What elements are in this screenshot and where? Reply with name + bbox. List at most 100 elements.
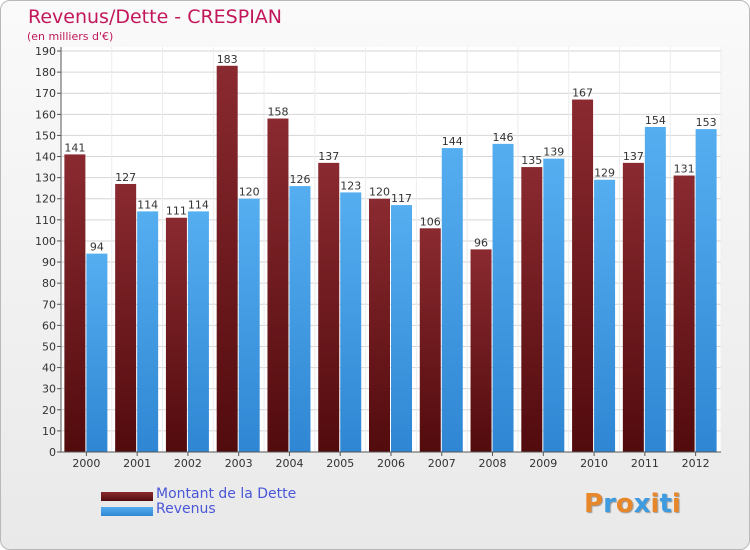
value-label-revenus: 129	[594, 167, 615, 180]
value-label-revenus: 153	[696, 116, 717, 129]
bar-debt-2003	[216, 65, 238, 452]
value-label-revenus: 120	[239, 186, 260, 199]
value-label-revenus: 114	[137, 198, 158, 211]
bar-revenus-2005	[340, 192, 362, 452]
y-tick-label: 190	[35, 45, 56, 58]
value-label-debt: 131	[674, 163, 695, 176]
x-tick-label: 2005	[326, 457, 354, 470]
bar-revenus-2009	[543, 158, 565, 452]
value-label-revenus: 139	[543, 146, 564, 159]
bar-revenus-2011	[644, 126, 666, 453]
x-tick-label: 2004	[275, 457, 303, 470]
logo-letter: P	[584, 489, 604, 519]
y-tick-label: 110	[35, 214, 56, 227]
bar-revenus-2008	[492, 143, 514, 452]
chart-subtitle: (en milliers d'€)	[27, 30, 114, 43]
y-tick-label: 170	[35, 87, 56, 100]
bar-revenus-2004	[289, 186, 311, 453]
x-tick-label: 2011	[631, 457, 659, 470]
y-tick-label: 60	[42, 319, 56, 332]
axis-layer: 0 10 20 30 40 50 60 70 80 90 100 110 120 130 140 150 160…	[35, 45, 721, 470]
y-tick-label: 150	[35, 129, 56, 142]
x-tick-label: 2010	[580, 457, 608, 470]
bar-revenus-2012	[695, 129, 717, 452]
bar-revenus-2010	[594, 179, 616, 452]
bar-revenus-2006	[391, 205, 412, 452]
bar-debt-2000	[64, 154, 86, 453]
value-label-debt: 127	[115, 171, 136, 184]
y-tick-label: 160	[35, 108, 56, 121]
value-label-debt: 158	[267, 106, 288, 119]
proxiti-logo: Proxiti	[584, 489, 681, 519]
value-label-debt: 135	[521, 154, 542, 167]
y-tick-label: 180	[35, 66, 56, 79]
legend-label-revenus: Revenus	[156, 501, 216, 517]
y-tick-label: 90	[42, 256, 56, 269]
y-tick-label: 120	[35, 193, 56, 206]
bar-revenus-2000	[86, 253, 108, 452]
value-label-revenus: 94	[90, 241, 104, 254]
x-tick-label: 2003	[225, 457, 253, 470]
x-tick-label: 2008	[479, 457, 507, 470]
x-tick-label: 2006	[377, 457, 405, 470]
legend-swatch-revenus	[101, 507, 153, 516]
bar-debt-2008	[470, 249, 492, 452]
bar-revenus-2002	[187, 211, 209, 452]
legend-swatch-debt	[101, 492, 153, 501]
bar-layer	[64, 65, 717, 453]
value-label-debt: 120	[369, 186, 390, 199]
bar-debt-2001	[115, 183, 137, 452]
logo-letter: i	[650, 489, 660, 519]
logo-letter: o	[615, 489, 634, 519]
y-tick-label: 130	[35, 172, 56, 185]
y-tick-label: 70	[42, 298, 56, 311]
value-label-revenus: 144	[442, 135, 463, 148]
logo-letter: i	[671, 489, 681, 519]
y-tick-label: 0	[49, 446, 56, 459]
x-tick-label: 2001	[123, 457, 151, 470]
logo-letter: r	[603, 489, 616, 519]
y-tick-label: 140	[35, 151, 56, 164]
y-tick-label: 10	[42, 425, 56, 438]
legend-label-debt: Montant de la Dette	[156, 486, 297, 502]
bar-revenus-2001	[137, 211, 159, 452]
bar-debt-2009	[521, 167, 543, 452]
y-tick-label: 40	[42, 362, 56, 375]
bar-debt-2010	[572, 99, 594, 452]
x-tick-label: 2002	[174, 457, 202, 470]
value-label-debt: 106	[420, 215, 441, 228]
value-label-debt: 183	[217, 53, 238, 66]
y-tick-label: 30	[42, 383, 56, 396]
value-label-revenus: 126	[289, 173, 310, 186]
x-tick-label: 2009	[529, 457, 557, 470]
value-label-debt: 137	[318, 150, 339, 163]
value-label-revenus: 123	[340, 179, 361, 192]
y-tick-label: 100	[35, 235, 56, 248]
value-label-debt: 141	[64, 141, 85, 154]
bar-revenus-2007	[441, 148, 463, 452]
y-tick-label: 20	[42, 404, 56, 417]
x-tick-label: 2012	[682, 457, 710, 470]
bar-debt-2011	[622, 162, 644, 452]
x-tick-label: 2007	[428, 457, 456, 470]
value-label-revenus: 117	[391, 192, 412, 205]
value-label-revenus: 154	[645, 114, 666, 127]
bar-debt-2005	[318, 162, 340, 452]
bar-debt-2006	[369, 198, 390, 452]
value-label-debt: 111	[166, 205, 187, 218]
bar-debt-2004	[267, 118, 289, 453]
value-label-revenus: 146	[493, 131, 514, 144]
bar-revenus-2003	[238, 198, 260, 452]
value-label-revenus: 114	[188, 198, 209, 211]
bar-debt-2007	[419, 228, 441, 452]
bar-debt-2012	[673, 175, 695, 452]
value-label-debt: 137	[623, 150, 644, 163]
bar-debt-2002	[165, 217, 187, 452]
y-tick-label: 50	[42, 340, 56, 353]
logo-letter: t	[659, 489, 672, 519]
value-label-debt: 96	[474, 236, 488, 249]
x-tick-label: 2000	[72, 457, 100, 470]
